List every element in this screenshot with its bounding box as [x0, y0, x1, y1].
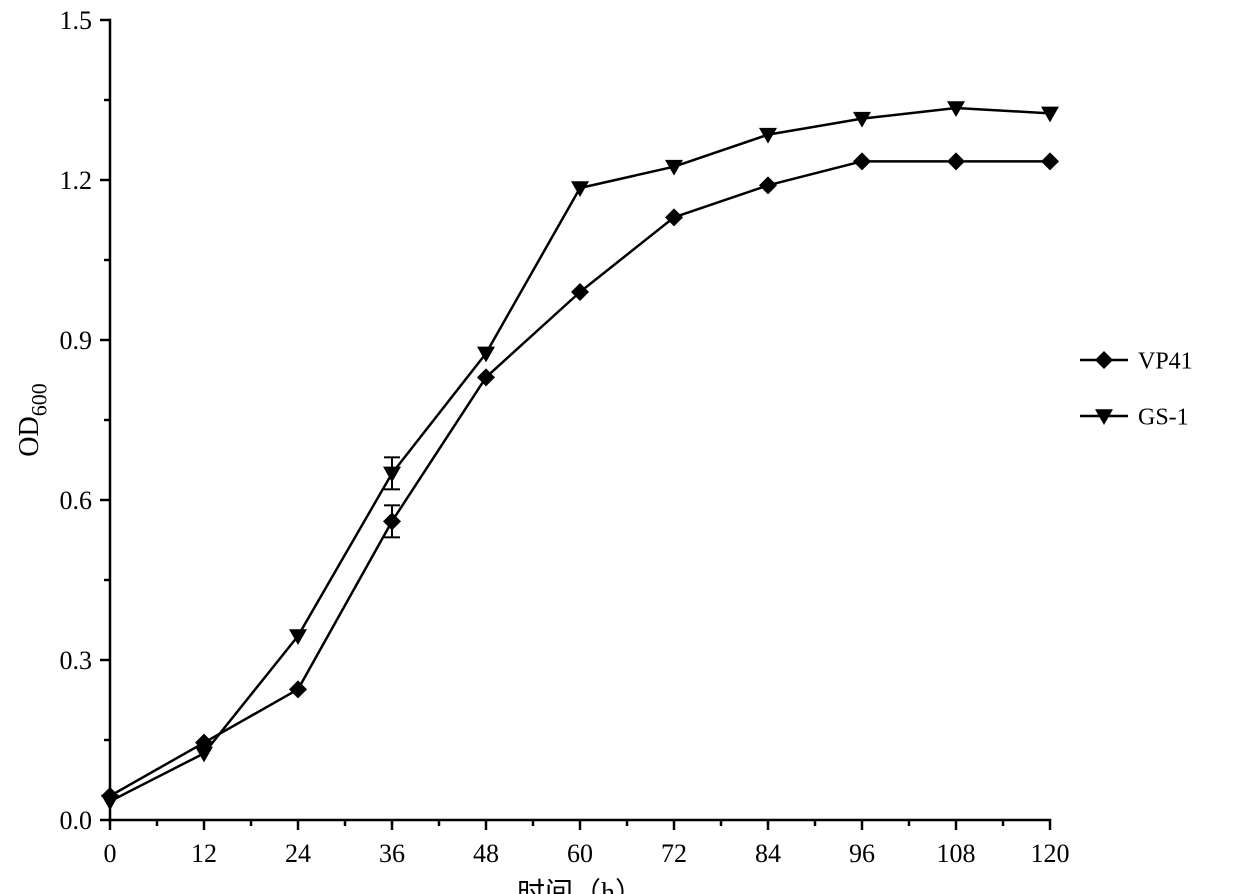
x-tick-label: 60 [567, 839, 593, 868]
x-tick-label: 96 [849, 839, 875, 868]
x-tick-label: 72 [661, 839, 687, 868]
legend-label: GS-1 [1138, 404, 1189, 430]
x-tick-label: 24 [285, 839, 311, 868]
y-tick-label: 0.9 [60, 326, 93, 355]
x-tick-label: 48 [473, 839, 499, 868]
y-tick-label: 0.3 [60, 646, 93, 675]
x-tick-label: 108 [937, 839, 976, 868]
legend-label: VP41 [1138, 348, 1193, 374]
x-axis-label: 时间（h） [517, 877, 643, 894]
y-tick-label: 0.6 [60, 486, 93, 515]
y-tick-label: 1.2 [60, 166, 93, 195]
x-tick-label: 84 [755, 839, 781, 868]
x-tick-label: 12 [191, 839, 217, 868]
growth-curve-chart: 0 12 24 36 48 60 72 84 96 108 120 0.0 0.3 0.6 0.9 1.2 1.… [0, 0, 1240, 894]
y-tick-label: 1.5 [60, 6, 93, 35]
x-tick-label: 36 [379, 839, 405, 868]
chart-svg: 0 12 24 36 48 60 72 84 96 108 120 0.0 0.3 0.6 0.9 1.2 1.… [0, 0, 1240, 894]
x-tick-label: 120 [1031, 839, 1070, 868]
y-tick-label: 0.0 [60, 806, 93, 835]
chart-background [0, 0, 1240, 894]
x-tick-label: 0 [104, 839, 117, 868]
